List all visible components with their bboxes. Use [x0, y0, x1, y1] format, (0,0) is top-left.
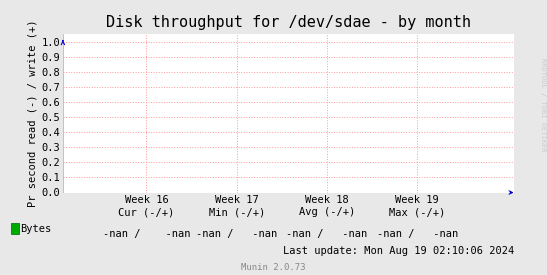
- Title: Disk throughput for /dev/sdae - by month: Disk throughput for /dev/sdae - by month: [106, 15, 471, 31]
- Text: Cur (-/+): Cur (-/+): [118, 207, 174, 217]
- Y-axis label: Pr second read (-) / write (+): Pr second read (-) / write (+): [27, 20, 37, 207]
- Text: Min (-/+): Min (-/+): [208, 207, 265, 217]
- Text: -nan /    -nan: -nan / -nan: [103, 229, 190, 239]
- Text: Avg (-/+): Avg (-/+): [299, 207, 355, 217]
- Text: -nan /   -nan: -nan / -nan: [376, 229, 458, 239]
- Text: Bytes: Bytes: [21, 224, 52, 234]
- Text: -nan /   -nan: -nan / -nan: [196, 229, 277, 239]
- Text: RRDTOOL / TOBI OETIKER: RRDTOOL / TOBI OETIKER: [540, 58, 546, 151]
- Text: Max (-/+): Max (-/+): [389, 207, 445, 217]
- Text: Last update: Mon Aug 19 02:10:06 2024: Last update: Mon Aug 19 02:10:06 2024: [283, 246, 514, 256]
- Text: Munin 2.0.73: Munin 2.0.73: [241, 263, 306, 272]
- Text: -nan /   -nan: -nan / -nan: [286, 229, 368, 239]
